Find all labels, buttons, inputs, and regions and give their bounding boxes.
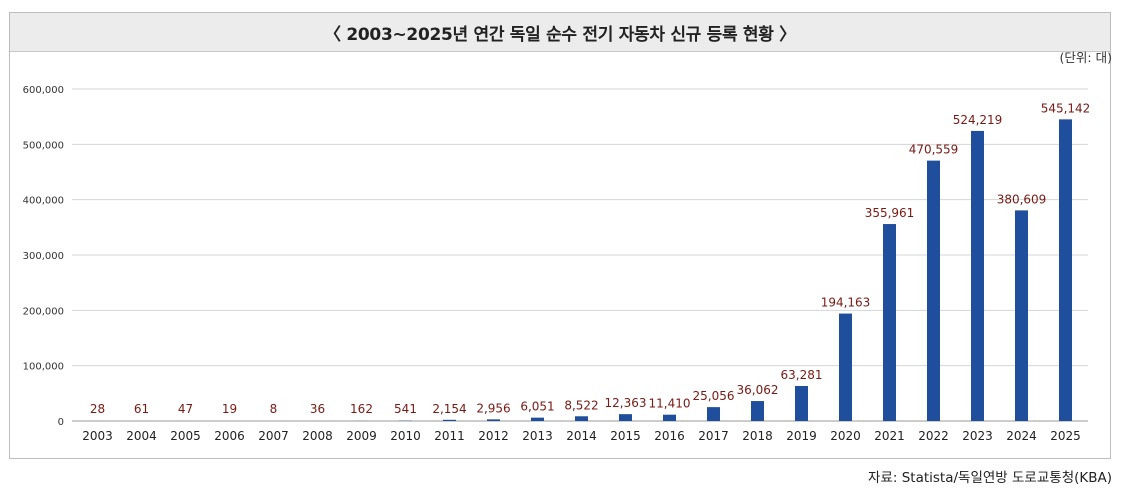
bar-2013	[531, 417, 544, 421]
x-tick-label-2022: 2022	[918, 429, 949, 443]
data-label-2010: 541	[394, 402, 417, 416]
data-label-2009: 162	[350, 402, 373, 416]
bar-2019	[795, 385, 808, 421]
x-tick-label-2013: 2013	[522, 429, 553, 443]
data-label-2004: 61	[134, 402, 149, 416]
data-label-2016: 11,410	[649, 397, 691, 411]
x-tick-label-2006: 2006	[214, 429, 245, 443]
x-tick-label-2017: 2017	[698, 429, 729, 443]
data-label-2017: 25,056	[693, 389, 735, 403]
data-label-2019: 63,281	[781, 368, 823, 382]
x-tick-label-2025: 2025	[1050, 429, 1081, 443]
data-label-2015: 12,363	[605, 396, 647, 410]
x-tick-label-2010: 2010	[390, 429, 421, 443]
data-label-2021: 355,961	[865, 206, 915, 220]
x-tick-label-2005: 2005	[170, 429, 201, 443]
data-label-2008: 36	[310, 402, 325, 416]
source-note: 자료: Statista/독일연방 도로교통청(KBA)	[868, 470, 1112, 486]
x-tick-label-2014: 2014	[566, 429, 597, 443]
bar-2016	[663, 414, 676, 421]
x-tick-label-2019: 2019	[786, 429, 817, 443]
bar-2017	[707, 407, 720, 421]
y-tick-label: 0	[58, 417, 64, 428]
x-tick-label-2007: 2007	[258, 429, 289, 443]
data-labels: 28 61 47 19 8 36 162 541 2,154 2,956 6,051 8,522 12,…	[90, 101, 1090, 416]
x-tick-label-2016: 2016	[654, 429, 685, 443]
x-tick-label-2008: 2008	[302, 429, 333, 443]
data-label-2006: 19	[222, 402, 237, 416]
y-tick-label: 200,000	[23, 306, 64, 317]
data-label-2012: 2,956	[476, 401, 510, 415]
bar-2011	[443, 419, 456, 421]
y-tick-label: 600,000	[23, 85, 64, 96]
data-label-2013: 6,051	[520, 400, 554, 414]
data-label-2023: 524,219	[953, 113, 1003, 127]
data-label-2024: 380,609	[997, 192, 1047, 206]
data-label-2014: 8,522	[564, 398, 598, 412]
bar-2018	[751, 401, 764, 421]
bar-2021	[883, 224, 896, 421]
x-tick-label-2015: 2015	[610, 429, 641, 443]
x-tick-label-2023: 2023	[962, 429, 993, 443]
bar-2025	[1059, 119, 1072, 421]
x-tick-label-2009: 2009	[346, 429, 377, 443]
data-label-2003: 28	[90, 402, 105, 416]
unit-label: (단위: 대)	[1059, 50, 1112, 65]
data-label-2007: 8	[270, 402, 278, 416]
bar-2023	[971, 130, 984, 421]
bars	[91, 119, 1072, 421]
bar-2012	[487, 419, 500, 421]
y-tick-label: 100,000	[23, 362, 64, 373]
x-tick-label-2011: 2011	[434, 429, 465, 443]
bar-2020	[839, 313, 852, 421]
data-label-2018: 36,062	[737, 383, 779, 397]
bar-2024	[1015, 210, 1028, 421]
bar-2022	[927, 160, 940, 421]
x-tick-label-2004: 2004	[126, 429, 157, 443]
data-label-2022: 470,559	[909, 143, 959, 157]
y-tick-label: 300,000	[23, 251, 64, 262]
x-tick-label-2012: 2012	[478, 429, 509, 443]
data-label-2020: 194,163	[821, 296, 871, 310]
x-tick-label-2021: 2021	[874, 429, 905, 443]
x-tick-label-2024: 2024	[1006, 429, 1037, 443]
bar-2014	[575, 416, 588, 421]
data-label-2025: 545,142	[1041, 101, 1091, 115]
y-axis: 0 100,000 200,000 300,000 400,000 500,000 600,…	[23, 85, 64, 428]
x-axis: 2003 2004 2005 2006 2007 2008 2009 2010 2011 2012…	[82, 429, 1081, 443]
x-tick-label-2018: 2018	[742, 429, 773, 443]
x-tick-label-2020: 2020	[830, 429, 861, 443]
chart-title: 〈 2003~2025년 연간 독일 순수 전기 자동차 신규 등록 현황 〉	[10, 13, 1110, 52]
y-tick-label: 400,000	[23, 196, 64, 207]
bar-2015	[619, 414, 632, 421]
data-label-2005: 47	[178, 402, 193, 416]
x-tick-label-2003: 2003	[82, 429, 113, 443]
y-tick-label: 500,000	[23, 140, 64, 151]
data-label-2011: 2,154	[432, 402, 466, 416]
bar-chart: 0 100,000 200,000 300,000 400,000 500,000 600,…	[23, 85, 1091, 443]
